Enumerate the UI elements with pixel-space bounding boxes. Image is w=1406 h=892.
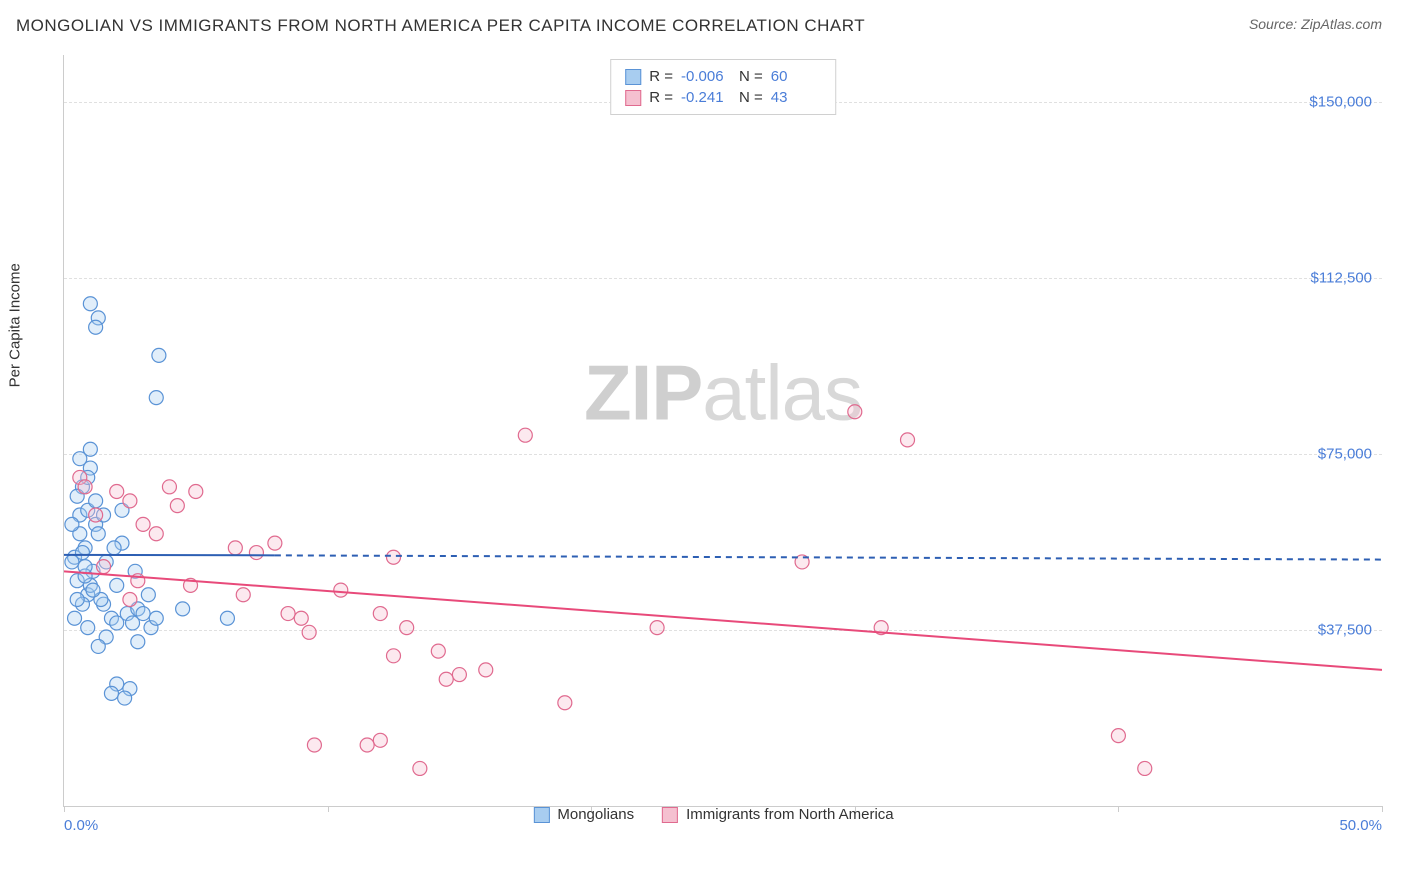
scatter-point-immigrants	[848, 405, 862, 419]
scatter-point-immigrants	[373, 607, 387, 621]
scatter-point-mongolians	[118, 691, 132, 705]
scatter-point-mongolians	[91, 527, 105, 541]
x-tick	[64, 806, 65, 812]
x-tick	[328, 806, 329, 812]
scatter-point-mongolians	[83, 297, 97, 311]
scatter-point-immigrants	[268, 536, 282, 550]
scatter-point-immigrants	[149, 527, 163, 541]
scatter-point-immigrants	[294, 611, 308, 625]
scatter-point-immigrants	[431, 644, 445, 658]
source-attribution: Source: ZipAtlas.com	[1249, 16, 1382, 32]
trendline-solid-immigrants	[64, 571, 1382, 670]
scatter-point-mongolians	[68, 611, 82, 625]
scatter-point-immigrants	[452, 668, 466, 682]
scatter-point-immigrants	[123, 494, 137, 508]
scatter-point-immigrants	[281, 607, 295, 621]
scatter-point-mongolians	[220, 611, 234, 625]
y-axis-label: Per Capita Income	[7, 263, 24, 387]
scatter-point-immigrants	[373, 733, 387, 747]
correlation-legend: R = -0.006 N = 60 R = -0.241 N = 43	[610, 59, 836, 115]
scatter-point-immigrants	[1138, 761, 1152, 775]
scatter-point-immigrants	[400, 621, 414, 635]
legend-swatch-immigrants	[662, 807, 678, 823]
x-tick-label: 50.0%	[1339, 817, 1382, 834]
scatter-point-immigrants	[439, 672, 453, 686]
scatter-point-mongolians	[91, 639, 105, 653]
scatter-point-mongolians	[73, 452, 87, 466]
scatter-point-immigrants	[387, 550, 401, 564]
scatter-point-mongolians	[78, 560, 92, 574]
scatter-point-immigrants	[236, 588, 250, 602]
scatter-point-mongolians	[65, 517, 79, 531]
scatter-point-mongolians	[176, 602, 190, 616]
trendline-dashed-mongolians	[275, 555, 1382, 559]
scatter-point-immigrants	[89, 508, 103, 522]
swatch-immigrants	[625, 90, 641, 106]
scatter-point-immigrants	[387, 649, 401, 663]
scatter-point-mongolians	[110, 578, 124, 592]
scatter-point-immigrants	[558, 696, 572, 710]
swatch-mongolians	[625, 69, 641, 85]
x-tick	[1118, 806, 1119, 812]
scatter-point-mongolians	[89, 494, 103, 508]
scatter-point-mongolians	[86, 583, 100, 597]
chart-container: Per Capita Income ZIPatlas R = -0.006 N …	[45, 55, 1382, 827]
scatter-point-mongolians	[131, 635, 145, 649]
scatter-point-immigrants	[479, 663, 493, 677]
scatter-point-mongolians	[152, 348, 166, 362]
scatter-point-mongolians	[141, 588, 155, 602]
scatter-point-mongolians	[81, 621, 95, 635]
scatter-point-immigrants	[189, 485, 203, 499]
scatter-point-immigrants	[249, 546, 263, 560]
legend-swatch-mongolians	[533, 807, 549, 823]
scatter-point-immigrants	[136, 517, 150, 531]
scatter-point-mongolians	[75, 546, 89, 560]
scatter-point-mongolians	[70, 592, 84, 606]
corr-row-immigrants: R = -0.241 N = 43	[625, 87, 821, 108]
scatter-point-mongolians	[89, 320, 103, 334]
legend-item-mongolians: Mongolians	[533, 806, 634, 823]
legend-item-immigrants: Immigrants from North America	[662, 806, 894, 823]
scatter-point-immigrants	[307, 738, 321, 752]
series-legend: Mongolians Immigrants from North America	[533, 806, 893, 823]
scatter-point-mongolians	[149, 611, 163, 625]
scatter-point-mongolians	[107, 541, 121, 555]
scatter-point-mongolians	[136, 607, 150, 621]
scatter-point-immigrants	[162, 480, 176, 494]
scatter-point-immigrants	[302, 625, 316, 639]
x-tick	[1382, 806, 1383, 812]
scatter-point-mongolians	[149, 391, 163, 405]
scatter-point-immigrants	[228, 541, 242, 555]
scatter-point-immigrants	[413, 761, 427, 775]
scatter-point-immigrants	[360, 738, 374, 752]
scatter-point-immigrants	[170, 499, 184, 513]
scatter-point-immigrants	[97, 560, 111, 574]
scatter-point-immigrants	[334, 583, 348, 597]
x-tick-label: 0.0%	[64, 817, 98, 834]
scatter-point-immigrants	[518, 428, 532, 442]
scatter-point-immigrants	[78, 480, 92, 494]
scatter-point-immigrants	[901, 433, 915, 447]
scatter-point-immigrants	[650, 621, 664, 635]
corr-row-mongolians: R = -0.006 N = 60	[625, 66, 821, 87]
scatter-plot: ZIPatlas R = -0.006 N = 60 R = -0.241 N …	[63, 55, 1382, 807]
plot-svg	[64, 55, 1382, 806]
chart-title: MONGOLIAN VS IMMIGRANTS FROM NORTH AMERI…	[16, 16, 865, 36]
scatter-point-mongolians	[104, 686, 118, 700]
scatter-point-immigrants	[110, 485, 124, 499]
scatter-point-immigrants	[123, 592, 137, 606]
scatter-point-immigrants	[1111, 729, 1125, 743]
